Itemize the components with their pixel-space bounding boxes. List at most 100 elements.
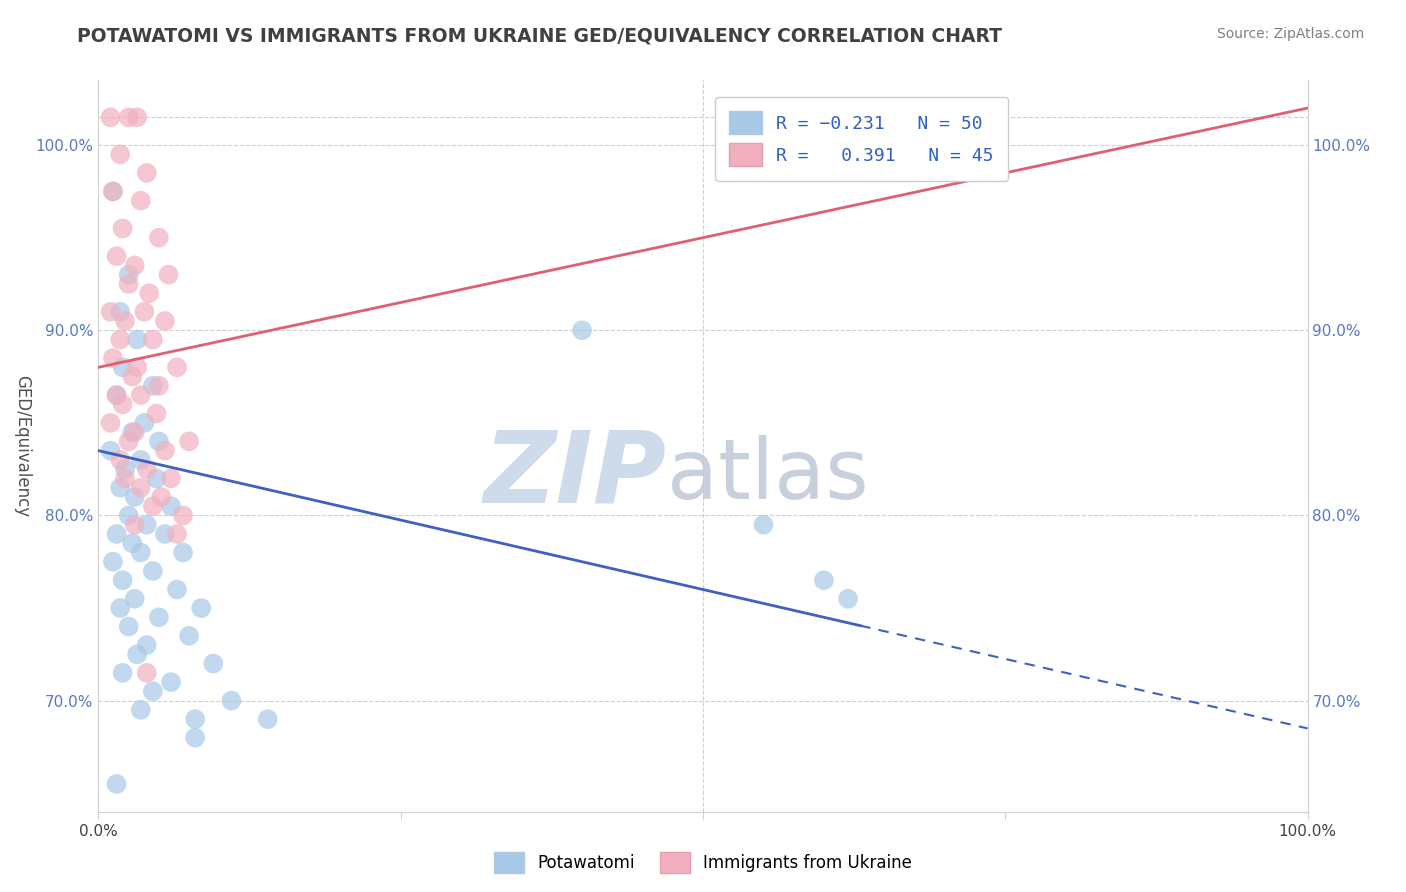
Point <box>111 665 134 680</box>
Point <box>111 360 134 375</box>
Point <box>134 416 156 430</box>
Text: ZIP: ZIP <box>484 426 666 524</box>
Point <box>101 351 124 365</box>
Point <box>202 657 225 671</box>
Point <box>100 416 122 430</box>
Point <box>142 499 165 513</box>
Point <box>100 111 122 125</box>
Point <box>135 462 157 476</box>
Point <box>179 629 201 643</box>
Point <box>124 259 146 273</box>
Point <box>129 388 152 402</box>
Point <box>153 527 176 541</box>
Point <box>101 185 124 199</box>
Point <box>145 407 167 421</box>
Point <box>121 536 143 550</box>
Point <box>150 490 173 504</box>
Point <box>157 268 180 282</box>
Point <box>135 665 157 680</box>
Point <box>129 453 152 467</box>
Legend: R = −0.231   N = 50, R =   0.391   N = 45: R = −0.231 N = 50, R = 0.391 N = 45 <box>716 96 1008 181</box>
Point <box>101 185 124 199</box>
Text: atlas: atlas <box>666 434 869 516</box>
Point <box>129 481 152 495</box>
Point <box>101 555 124 569</box>
Point <box>138 286 160 301</box>
Point <box>153 443 176 458</box>
Point <box>142 684 165 698</box>
Point <box>166 360 188 375</box>
Point <box>179 434 201 449</box>
Point <box>121 425 143 439</box>
Point <box>129 545 152 559</box>
Point <box>813 574 835 588</box>
Point <box>190 601 212 615</box>
Point <box>108 333 131 347</box>
Point <box>108 601 131 615</box>
Point <box>105 527 128 541</box>
Point <box>160 499 183 513</box>
Point <box>108 304 131 318</box>
Point <box>105 388 128 402</box>
Point <box>118 619 141 633</box>
Point <box>148 230 170 244</box>
Point <box>256 712 278 726</box>
Point <box>114 314 136 328</box>
Point <box>118 434 141 449</box>
Point <box>121 369 143 384</box>
Point <box>111 574 134 588</box>
Point <box>105 777 128 791</box>
Point <box>127 333 149 347</box>
Point <box>135 166 157 180</box>
Point <box>134 304 156 318</box>
Point <box>184 731 207 745</box>
Point <box>105 249 128 263</box>
Point <box>148 379 170 393</box>
Point <box>111 221 134 235</box>
Point <box>153 314 176 328</box>
Point <box>111 397 134 411</box>
Point <box>118 111 141 125</box>
Point <box>100 443 122 458</box>
Point <box>114 462 136 476</box>
Legend: Potawatomi, Immigrants from Ukraine: Potawatomi, Immigrants from Ukraine <box>488 846 918 880</box>
Point <box>127 111 149 125</box>
Point <box>127 648 149 662</box>
Point <box>148 610 170 624</box>
Point <box>142 333 165 347</box>
Point <box>108 147 131 161</box>
Point <box>114 471 136 485</box>
Point <box>127 360 149 375</box>
Point <box>172 545 194 559</box>
Point <box>221 693 243 707</box>
Point <box>135 517 157 532</box>
Point <box>129 703 152 717</box>
Point <box>105 388 128 402</box>
Point <box>160 675 183 690</box>
Point <box>118 268 141 282</box>
Point <box>166 527 188 541</box>
Point <box>160 471 183 485</box>
Point <box>142 564 165 578</box>
Text: POTAWATOMI VS IMMIGRANTS FROM UKRAINE GED/EQUIVALENCY CORRELATION CHART: POTAWATOMI VS IMMIGRANTS FROM UKRAINE GE… <box>77 27 1002 45</box>
Point <box>571 323 593 337</box>
Point <box>135 638 157 652</box>
Point <box>184 712 207 726</box>
Point <box>145 471 167 485</box>
Point <box>124 517 146 532</box>
Point <box>124 591 146 606</box>
Text: Source: ZipAtlas.com: Source: ZipAtlas.com <box>1216 27 1364 41</box>
Point <box>108 481 131 495</box>
Point <box>148 434 170 449</box>
Point <box>172 508 194 523</box>
Point <box>166 582 188 597</box>
Point <box>837 591 859 606</box>
Point <box>752 517 775 532</box>
Point <box>129 194 152 208</box>
Point <box>108 453 131 467</box>
Point <box>124 425 146 439</box>
Point <box>118 508 141 523</box>
Point <box>100 304 122 318</box>
Point <box>124 490 146 504</box>
Y-axis label: GED/Equivalency: GED/Equivalency <box>13 375 31 517</box>
